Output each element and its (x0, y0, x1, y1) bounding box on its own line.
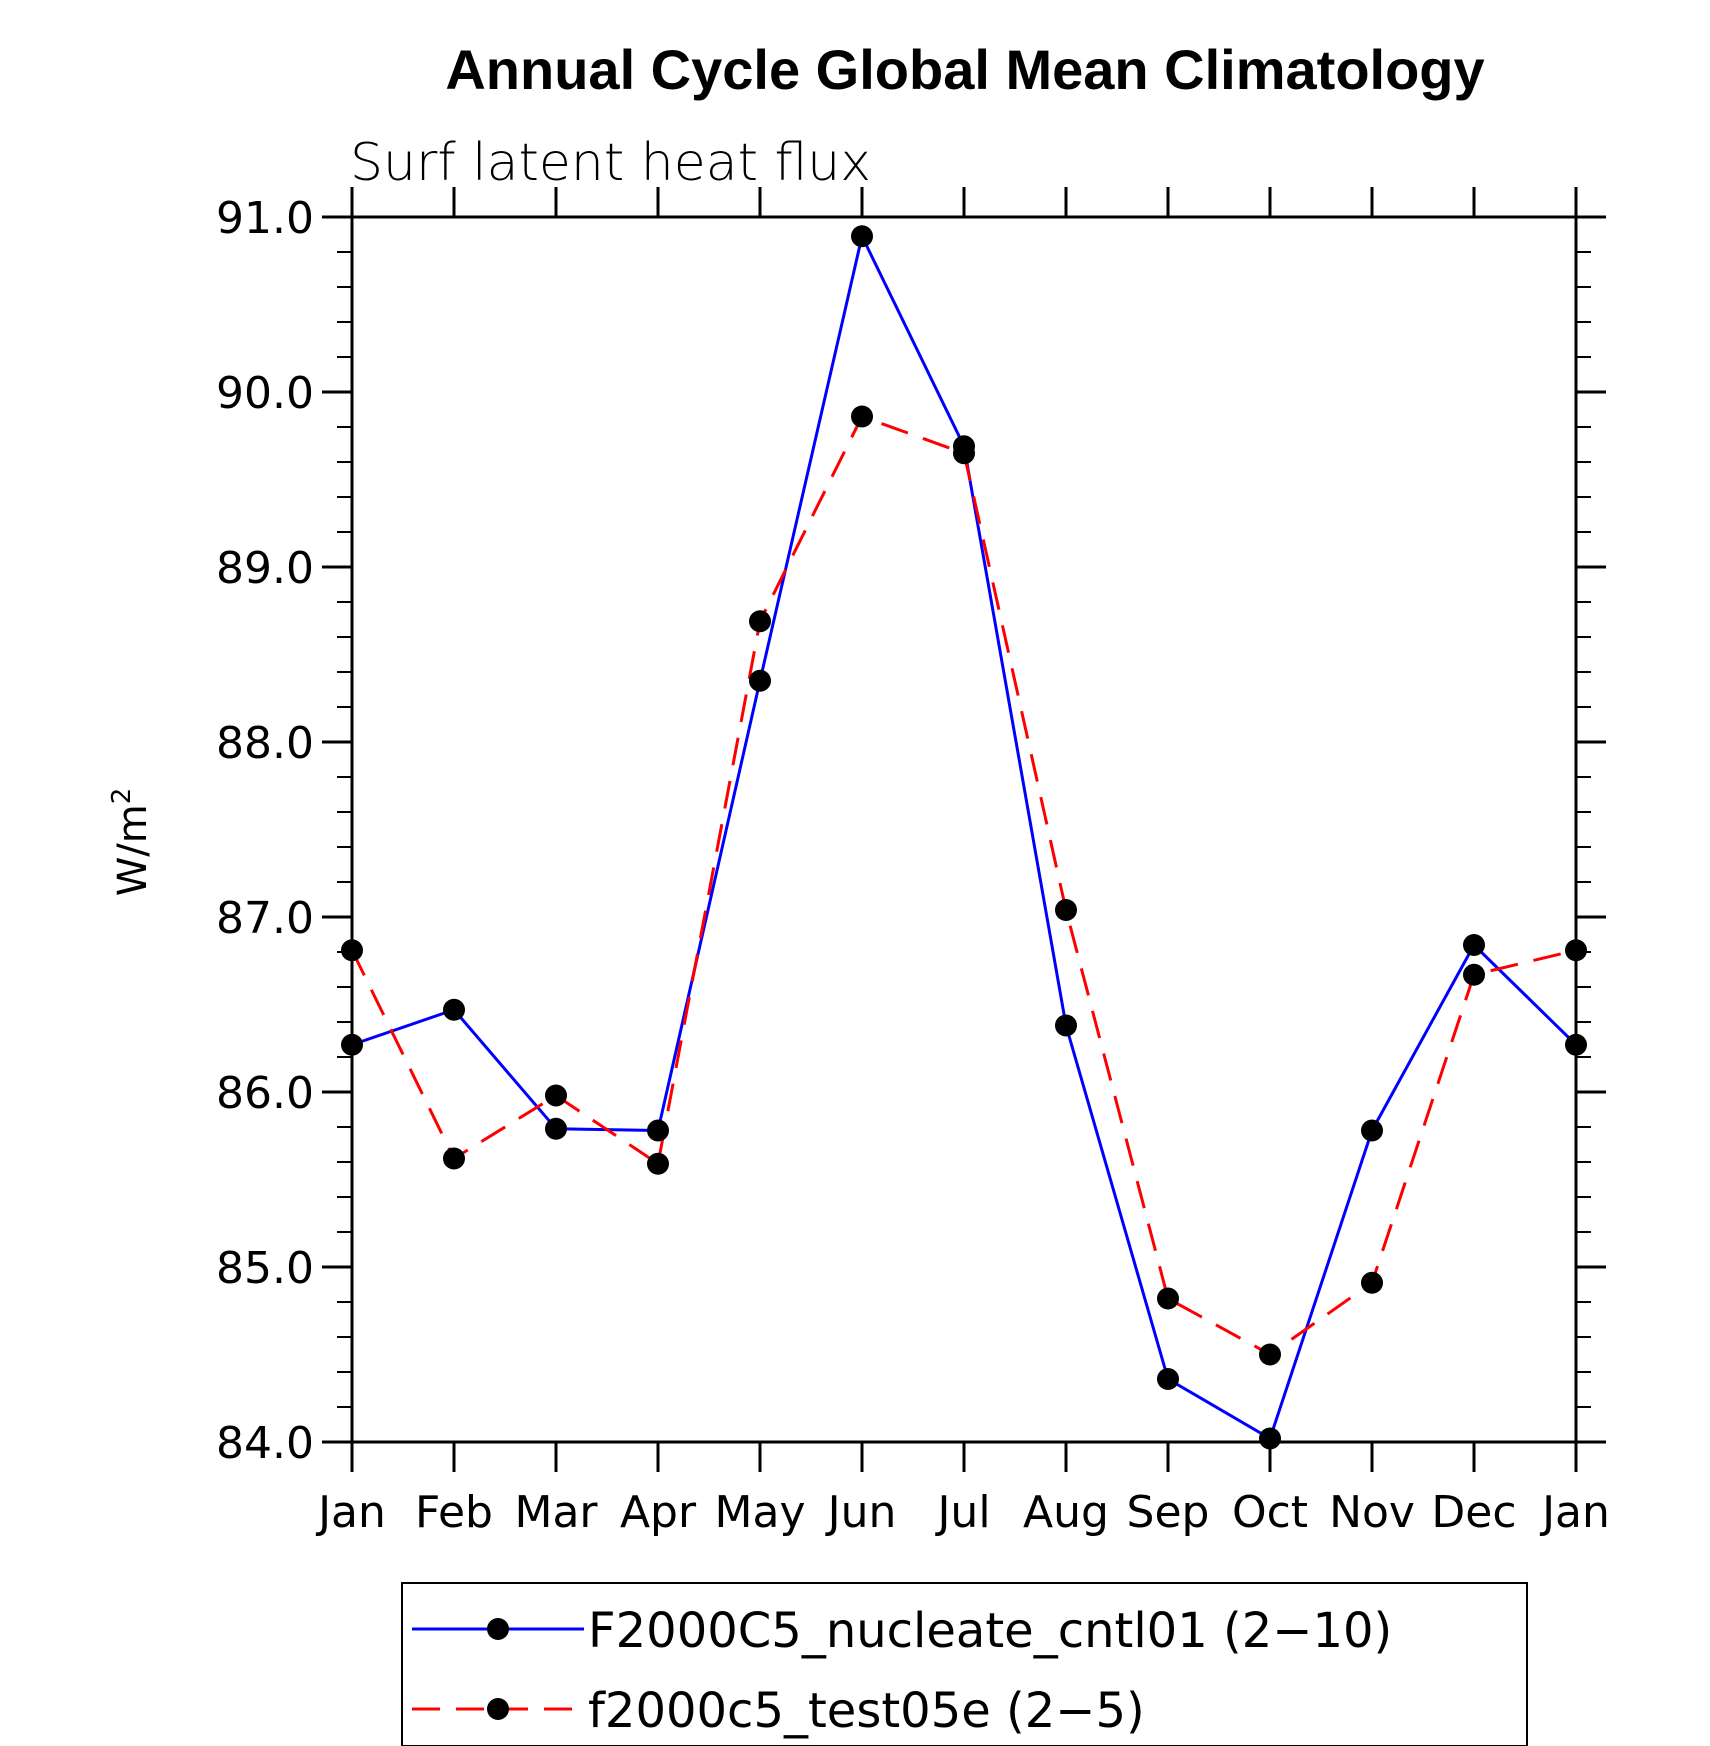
legend: F2000C5_nucleate_cntl01 (2−10) f2000c5_te… (401, 1582, 1528, 1746)
legend-label-2: f2000c5_test05e (2−5) (588, 1683, 1145, 1739)
series-2-point (1157, 1287, 1179, 1310)
y-axis-label-superscript: 2 (107, 788, 137, 805)
y-tick-label: 91.0 (216, 193, 314, 244)
chart-subtitle: Surf latent heat flux (350, 133, 871, 193)
chart-title: Annual Cycle Global Mean Climatology (445, 38, 1484, 101)
series-2-point (443, 1147, 465, 1170)
markers-layer (341, 225, 1587, 1450)
y-tick-label: 86.0 (216, 1068, 314, 1119)
series-1-point (341, 1033, 363, 1056)
x-tick-label: Oct (1232, 1487, 1308, 1538)
series-1-point (1259, 1427, 1281, 1450)
x-tick-label: Feb (415, 1487, 493, 1538)
legend-box (401, 1582, 1528, 1746)
series-1-point (749, 669, 771, 692)
x-tick-label: Jul (934, 1487, 990, 1538)
y-axis-label-text: W/m (110, 804, 156, 896)
x-tick-label: Apr (620, 1487, 697, 1538)
y-tick-label: 85.0 (216, 1243, 314, 1294)
axes: Jan Feb Mar Apr May Jun Jul Aug Sep Oct Nov Dec Jan8… (216, 187, 1610, 1538)
x-tick-label: Mar (514, 1487, 598, 1538)
y-tick-label: 90.0 (216, 368, 314, 419)
series-2-point (341, 939, 363, 962)
x-tick-label: Jan (315, 1487, 386, 1538)
legend-marker-1 (487, 1618, 509, 1640)
series-1-point (1565, 1033, 1587, 1056)
series-2-point (1463, 963, 1485, 986)
series-2-point (545, 1084, 567, 1107)
y-axis-label: W/m2 (107, 788, 156, 897)
series-1-point (545, 1117, 567, 1140)
series-1-point (647, 1119, 669, 1142)
series-2-point (1259, 1343, 1281, 1366)
y-tick-label: 89.0 (216, 543, 314, 594)
series-2-point (1361, 1271, 1383, 1294)
x-tick-label: Jan (1539, 1487, 1610, 1538)
series-layer (350, 231, 1578, 1441)
series-line-2 (350, 414, 1577, 1357)
series-1-point (1055, 1014, 1077, 1037)
x-tick-label: Dec (1431, 1487, 1516, 1538)
series-line-1 (351, 231, 1578, 1441)
legend-marker-2 (487, 1698, 509, 1720)
y-tick-label: 84.0 (216, 1418, 314, 1469)
series-2-point (1055, 899, 1077, 921)
series-2-point (749, 610, 771, 633)
series-1-point (443, 998, 465, 1021)
series-1-point (1463, 934, 1485, 956)
series-2-point (851, 405, 873, 428)
x-tick-label: Nov (1329, 1487, 1415, 1538)
series-1-point (851, 225, 873, 248)
series-2-point (953, 442, 975, 465)
series-2-point (647, 1152, 669, 1175)
x-tick-label: Jun (825, 1487, 897, 1538)
plot-frame (350, 215, 1578, 1444)
x-tick-label: Sep (1127, 1487, 1210, 1538)
y-tick-label: 88.0 (216, 718, 314, 769)
y-tick-label: 87.0 (216, 893, 314, 944)
x-tick-label: Aug (1023, 1487, 1109, 1538)
legend-label-1: F2000C5_nucleate_cntl01 (2−10) (588, 1603, 1392, 1659)
series-1-point (1361, 1119, 1383, 1142)
x-tick-label: May (715, 1487, 806, 1538)
series-1-point (1157, 1368, 1179, 1390)
series-2-point (1565, 939, 1587, 962)
